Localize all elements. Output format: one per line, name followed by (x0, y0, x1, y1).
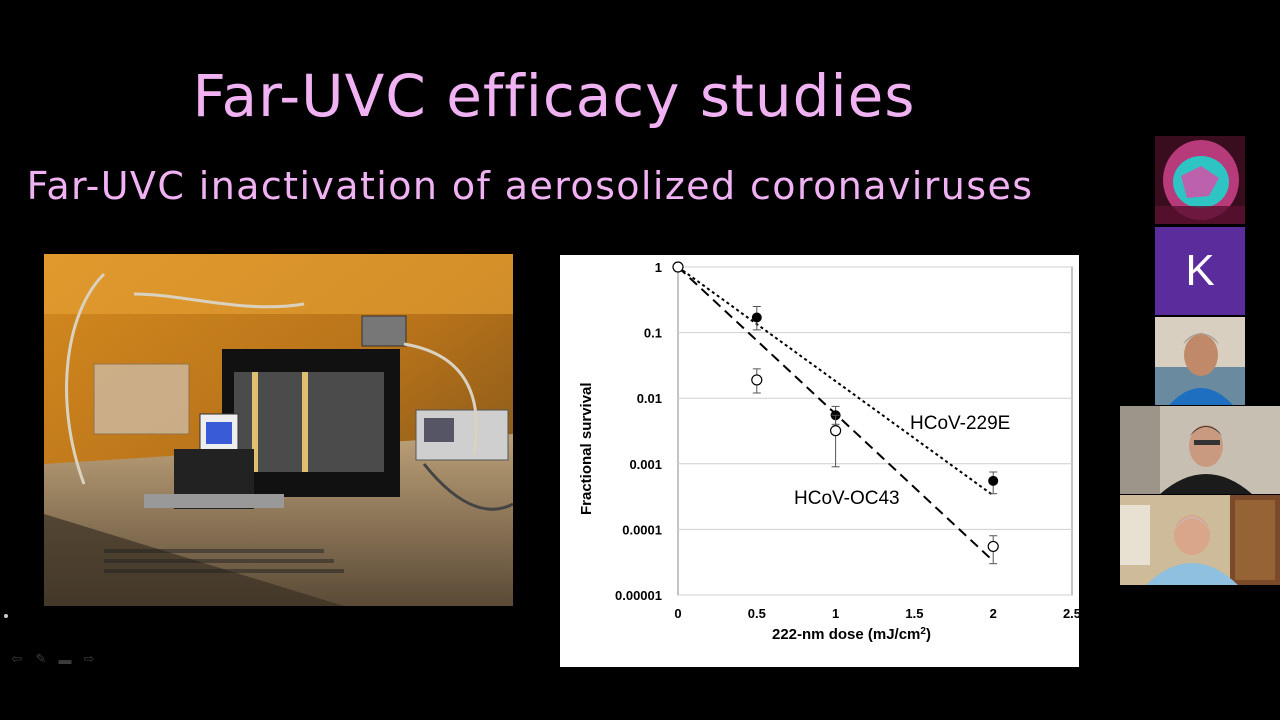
x-tick-label: 2 (990, 606, 997, 621)
participant-video-2[interactable] (1120, 406, 1280, 494)
x-axis-label: 222-nm dose (mJ/cm2) (772, 626, 931, 643)
y-tick-label: 0.0001 (622, 522, 662, 537)
pen-icon[interactable]: ✎ (35, 651, 47, 666)
slide-subtitle: Far-UVC inactivation of aerosolized coro… (26, 164, 1034, 208)
series-label-229e: HCoV-229E (910, 413, 1010, 434)
plot-area (677, 266, 1073, 596)
x-tick-label: 0 (674, 606, 681, 621)
series-label-oc43: HCoV-OC43 (794, 488, 900, 509)
slide-indicator-dot (4, 614, 8, 618)
y-tick-label: 1 (655, 260, 662, 275)
screen-icon[interactable]: ▬ (58, 651, 72, 667)
participant-video-3[interactable] (1120, 495, 1280, 585)
slide-title: Far-UVC efficacy studies (192, 62, 916, 130)
prev-arrow-icon[interactable]: ⇦ (11, 651, 23, 666)
video-participant-strip: K (1120, 0, 1280, 720)
x-tick-label: 0.5 (748, 606, 766, 621)
screen-share-thumbnail[interactable] (1155, 136, 1245, 224)
x-tick-label: 1 (832, 606, 839, 621)
next-arrow-icon[interactable]: ⇨ (83, 651, 95, 666)
survival-chart: 1 0.1 0.01 0.001 0.0001 0.00001 0 0.5 1 1.5 2 2.5 … (560, 255, 1079, 667)
data-point-filled (751, 312, 762, 323)
avatar-initial: K (1185, 246, 1215, 295)
lab-apparatus-photo (44, 254, 513, 606)
data-point-open (751, 374, 763, 386)
presentation-controls: ⇦ ✎ ▬ ⇨ (8, 650, 98, 668)
slide: Far-UVC efficacy studies Far-UVC inactiv… (4, 62, 1079, 668)
y-tick-label: 0.00001 (615, 588, 662, 603)
fit-line-0 (677, 266, 994, 497)
data-point-open (672, 261, 684, 273)
data-point-filled (988, 475, 999, 486)
data-point-open (830, 425, 842, 437)
y-tick-label: 0.001 (629, 457, 662, 472)
y-tick-label: 0.1 (644, 326, 662, 341)
y-axis-label: Fractional survival (578, 382, 595, 515)
participant-avatar-k[interactable]: K (1155, 227, 1245, 315)
x-tick-label: 1.5 (905, 606, 923, 621)
y-tick-label: 0.01 (637, 391, 662, 406)
x-tick-label: 2.5 (1063, 606, 1079, 621)
participant-video-1[interactable] (1155, 317, 1245, 405)
data-point-open (987, 540, 999, 553)
